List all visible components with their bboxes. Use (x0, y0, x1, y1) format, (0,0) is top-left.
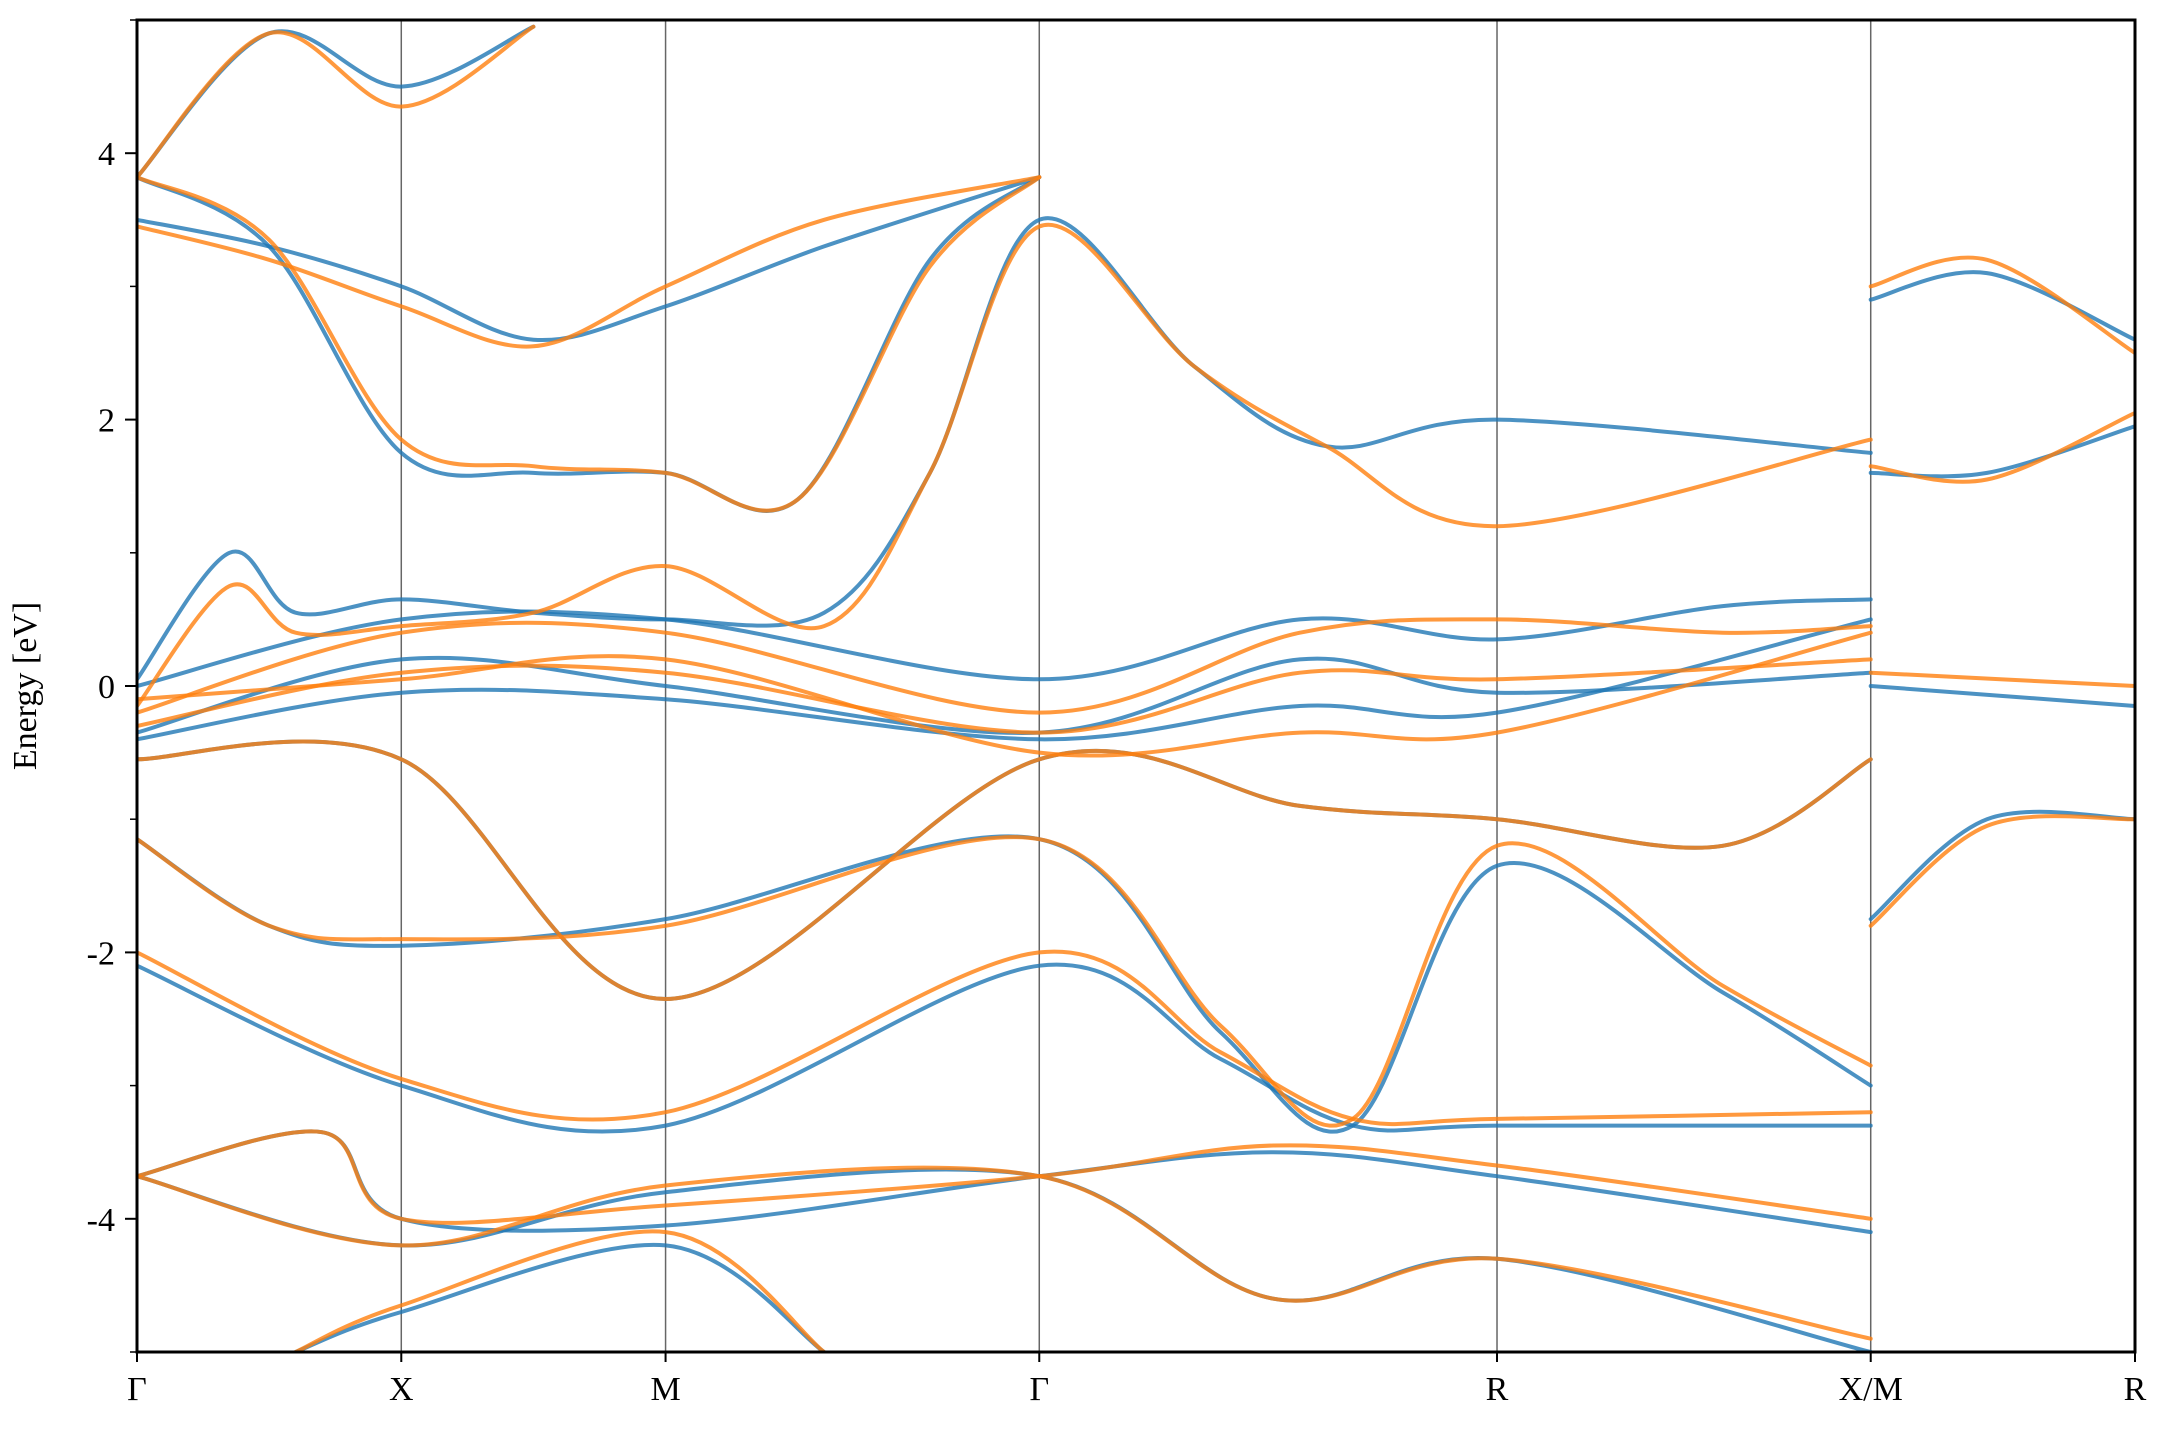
band-series-2-line (293, 1229, 827, 1352)
band-series-2-line (1868, 670, 2135, 688)
band-series-2-line (137, 1129, 1873, 1225)
x-tick-label: M (650, 1371, 680, 1408)
x-tick-label: Γ (1029, 1371, 1049, 1408)
x-axis: Γ X M Γ R X/M R (127, 1352, 2147, 1408)
band-series-2-line (137, 949, 1873, 1127)
x-tick-label: Γ (127, 1371, 147, 1408)
band-series-1-line (137, 175, 1042, 343)
y-tick-label: 0 (98, 669, 115, 706)
y-axis: -4 -2 0 2 4 (87, 19, 137, 1353)
x-tick-label: R (2124, 1371, 2147, 1408)
band-series-1-line (137, 617, 1873, 742)
band-series-2-line (137, 835, 1873, 1128)
band-series-2-line (137, 617, 1873, 715)
band-series-2-line (137, 739, 1873, 1001)
band-series-2-line (137, 175, 1042, 349)
x-tick-label: R (1486, 1371, 1509, 1408)
band-series-2-line (137, 175, 1042, 513)
x-tick-label: X/M (1839, 1371, 1903, 1408)
band-series-1-line (137, 1167, 1873, 1352)
band-lines (137, 24, 2135, 1352)
band-series-1-line (1868, 270, 2135, 342)
band-series-2-line (1868, 255, 2135, 355)
band-series-1-line (137, 962, 1873, 1134)
y-tick-label: -4 (87, 1202, 115, 1239)
band-series-2-line (137, 24, 536, 180)
band-series-1-line (137, 175, 1042, 513)
band-series-1-line (137, 834, 1873, 1134)
band-series-2-line (137, 630, 1873, 758)
band-series-1-line (293, 1242, 827, 1352)
band-series-2-line (137, 222, 1873, 708)
y-tick-label: -2 (87, 935, 115, 972)
band-series-2-line (137, 657, 1873, 735)
y-axis-label: Energy [eV] (7, 602, 44, 770)
band-series-1-line (1868, 809, 2135, 922)
band-series-1-line (137, 216, 1873, 682)
plot-frame (135, 18, 2137, 1354)
y-tick-label: 2 (98, 403, 115, 440)
x-tick-label: X (389, 1371, 414, 1408)
band-series-1-line (137, 597, 1873, 688)
band-series-1-line (1868, 684, 2135, 708)
band-series-2-line (1868, 410, 2135, 484)
y-tick-label: 4 (98, 136, 115, 173)
band-series-2-line (1868, 814, 2135, 928)
band-series-1-line (137, 655, 1873, 735)
band-series-2-line (137, 1165, 1873, 1341)
